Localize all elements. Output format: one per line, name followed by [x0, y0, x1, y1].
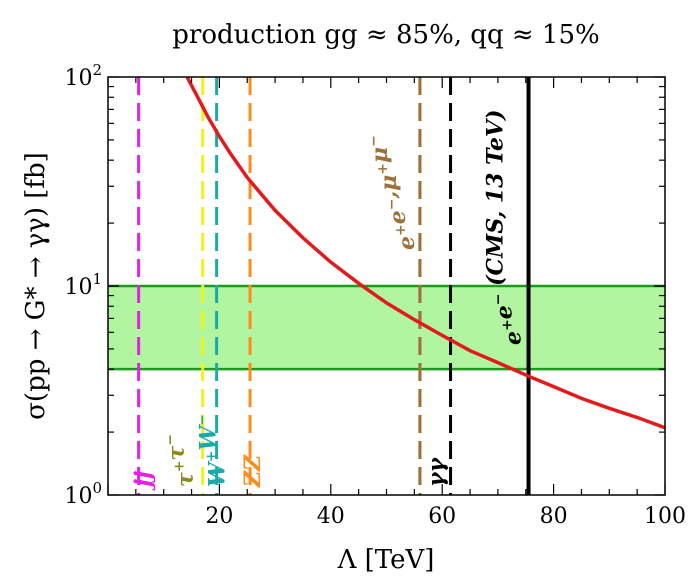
y-tick-label: 102	[64, 61, 102, 91]
x-axis-label: Λ [TeV]	[337, 545, 435, 575]
y-axis-label: σ(pp → G* → γγ) [fb]	[21, 152, 51, 420]
bound-labels: jj τ+τ−W+W− ZZ γγ e+e−,μ+μ− e+e− (CMS, 13 TeV…	[131, 110, 527, 491]
series-line-0	[185, 77, 665, 430]
x-tick-label: 40	[317, 504, 345, 529]
bound-label-cms: e+e− (CMS, 13 TeV)	[483, 110, 527, 345]
x-tick-label: 80	[540, 504, 568, 529]
x-tick-label: 60	[428, 504, 456, 529]
bound-label-jj: jj	[131, 471, 157, 491]
axes: 20 40 60 80 100 100 101 102	[64, 61, 686, 529]
band-region	[108, 286, 665, 370]
bound-label-ww: W+W−	[195, 414, 231, 487]
x-tick-label: 20	[205, 504, 233, 529]
bound-label-zz: ZZ	[240, 454, 266, 488]
chart-title: production gg ≈ 85%, qq ≈ 15%	[172, 20, 599, 50]
x-tick-label: 100	[644, 504, 686, 529]
bound-label-tautau: τ+τ−	[163, 434, 199, 487]
y-tick-label: 100	[64, 479, 102, 509]
plot-area	[108, 77, 665, 495]
bound-label-gammagamma: γγ	[424, 456, 450, 487]
bound-label-ee-mumu: e+e−,μ+μ−	[366, 135, 420, 250]
y-tick-label: 101	[64, 270, 102, 300]
